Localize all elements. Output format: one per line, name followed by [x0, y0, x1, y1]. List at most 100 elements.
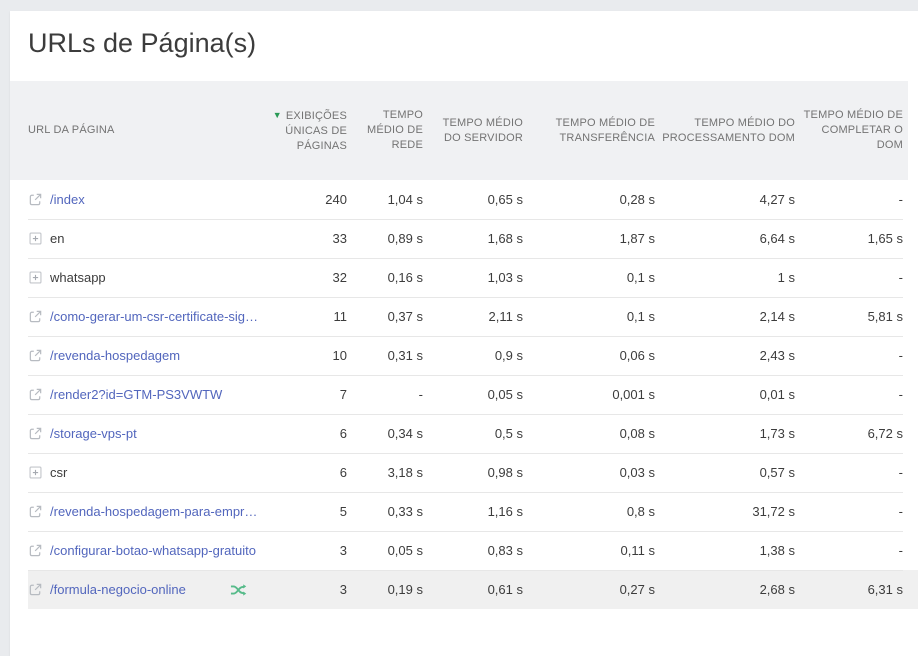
- table-row: /como-gerar-um-csr-certificate-sig… 11 0,3…: [28, 296, 903, 336]
- external-link-icon[interactable]: [28, 309, 43, 324]
- cell-avg-network-time: 0,34 s: [347, 413, 423, 453]
- cell-avg-network-time: -: [347, 374, 423, 414]
- table-row: /formula-negocio-online 3 0,19 s 0,61 s 0,27…: [28, 569, 903, 609]
- cell-avg-transfer-time: 1,87 s: [523, 218, 655, 258]
- column-header-label: TEMPO MÉDIO DO SERVIDOR: [442, 116, 523, 144]
- page-url-text: whatsapp: [50, 270, 106, 285]
- cell-avg-transfer-time: 0,11 s: [523, 530, 655, 570]
- table-row: /index 240 1,04 s 0,65 s 0,28 s 4,27 s -: [28, 180, 903, 219]
- cell-avg-dom-complete-time: 6,31 s: [795, 569, 903, 609]
- cell-avg-server-time: 0,5 s: [423, 413, 523, 453]
- cell-page-url: whatsapp: [28, 257, 260, 297]
- cell-avg-server-time: 0,98 s: [423, 452, 523, 492]
- sort-desc-icon: ▼: [272, 109, 282, 120]
- cell-avg-dom-processing-time: 4,27 s: [759, 191, 795, 207]
- external-link-icon[interactable]: [28, 387, 43, 402]
- column-header-label: TEMPO MÉDIO DE TRANSFERÊNCIA: [555, 116, 655, 144]
- external-link-icon[interactable]: [28, 348, 43, 363]
- external-link-icon[interactable]: [28, 504, 43, 519]
- cell-avg-dom-complete-time: -: [795, 452, 903, 492]
- expand-plus-icon[interactable]: [28, 465, 43, 480]
- external-link-icon[interactable]: [28, 543, 43, 558]
- cell-unique-pageviews: 10: [260, 335, 347, 375]
- cell-avg-server-time: 2,11 s: [423, 296, 523, 336]
- page-url-link[interactable]: /como-gerar-um-csr-certificate-sig…: [50, 309, 259, 324]
- cell-avg-dom-processing-time: 1,73 s: [655, 413, 795, 453]
- cell-avg-dom-processing-time: 6,64 s: [655, 218, 795, 258]
- page-title: URLs de Página(s): [28, 28, 257, 58]
- cell-avg-dom-complete-time: -: [795, 257, 903, 297]
- pages-table-wrap: URL DA PÁGINA ▼ EXIBIÇÕES ÚNICAS DE PÁGINA…: [10, 81, 918, 609]
- cell-unique-pageviews: 6: [260, 452, 347, 492]
- cell-avg-transfer-time: 0,1 s: [523, 257, 655, 297]
- expand-plus-icon[interactable]: [28, 270, 43, 285]
- cell-unique-pageviews: 3: [260, 530, 347, 570]
- cell-page-url: /revenda-hospedagem: [28, 335, 260, 375]
- page-url-link[interactable]: /storage-vps-pt: [50, 426, 137, 441]
- table-row: csr 6 3,18 s 0,98 s 0,03 s 0,57 s-: [28, 452, 903, 492]
- cell-unique-pageviews: 3: [260, 569, 347, 609]
- table-row: /render2?id=GTM-PS3VWTW 7-0,05 s 0,001 s 0,…: [28, 374, 903, 414]
- cell-page-url: /render2?id=GTM-PS3VWTW: [28, 374, 260, 414]
- cell-page-url: csr: [28, 452, 260, 492]
- page-url-link[interactable]: /formula-negocio-online: [50, 582, 186, 598]
- cell-avg-transfer-time: 0,03 s: [523, 452, 655, 492]
- table-row: /revenda-hospedagem 10 0,31 s 0,9 s 0,06 s 2,…: [28, 335, 903, 375]
- cell-avg-transfer-time: 0,1 s: [523, 296, 655, 336]
- shuffle-icon[interactable]: [230, 583, 247, 597]
- column-header-label: TEMPO MÉDIO DE COMPLETAR O DOM: [803, 109, 903, 151]
- cell-unique-pageviews: 5: [260, 491, 347, 531]
- column-header-unique-pageviews[interactable]: ▼ EXIBIÇÕES ÚNICAS DE PÁGINAS: [260, 81, 347, 180]
- cell-unique-pageviews: 32: [260, 257, 347, 297]
- external-link-icon[interactable]: [28, 426, 43, 441]
- cell-avg-dom-complete-time: 6,72 s: [795, 413, 903, 453]
- column-header-avg-dom-processing-time[interactable]: TEMPO MÉDIO DO PROCESSAMENTO DOM: [655, 81, 795, 180]
- page-url-link[interactable]: /revenda-hospedagem: [50, 348, 181, 363]
- cell-unique-pageviews: 7: [260, 374, 347, 414]
- cell-page-url: /storage-vps-pt: [28, 413, 260, 453]
- cell-avg-network-time: 3,18 s: [347, 452, 423, 492]
- cell-avg-network-time: 0,31 s: [347, 335, 423, 375]
- column-header-avg-dom-complete-time[interactable]: TEMPO MÉDIO DE COMPLETAR O DOM: [795, 81, 903, 180]
- expand-plus-icon[interactable]: [28, 231, 43, 246]
- cell-avg-dom-complete-time: 5,81 s: [795, 296, 903, 336]
- page-url-text: csr: [50, 465, 68, 480]
- cell-avg-dom-processing-time: 1,38 s: [655, 530, 795, 570]
- column-header-avg-server-time[interactable]: TEMPO MÉDIO DO SERVIDOR: [423, 81, 523, 180]
- cell-avg-network-time: 0,33 s: [347, 491, 423, 531]
- pages-table: URL DA PÁGINA ▼ EXIBIÇÕES ÚNICAS DE PÁGINA…: [28, 81, 903, 609]
- external-link-icon[interactable]: [28, 582, 43, 597]
- cell-avg-transfer-time: 0,08 s: [523, 413, 655, 453]
- cell-page-url: /index: [28, 180, 260, 219]
- cell-avg-dom-processing-time: 0,01 s: [655, 374, 795, 414]
- column-header-label: EXIBIÇÕES ÚNICAS DE PÁGINAS: [285, 109, 347, 152]
- cell-avg-server-time: 0,65 s: [487, 191, 523, 207]
- page-url-text: en: [50, 231, 65, 246]
- column-header-avg-network-time[interactable]: TEMPO MÉDIO DE REDE: [347, 81, 423, 180]
- cell-avg-dom-processing-time: 31,72 s: [655, 491, 795, 531]
- column-header-avg-transfer-time[interactable]: TEMPO MÉDIO DE TRANSFERÊNCIA: [523, 81, 655, 180]
- column-header-page-url[interactable]: URL DA PÁGINA: [28, 81, 260, 180]
- cell-avg-dom-processing-time: 2,14 s: [655, 296, 795, 336]
- cell-avg-server-time: 1,16 s: [423, 491, 523, 531]
- cell-avg-transfer-time: 0,001 s: [523, 374, 655, 414]
- cell-avg-server-time: 0,61 s: [423, 569, 523, 609]
- external-link-icon[interactable]: [28, 192, 43, 207]
- page-url-link[interactable]: /revenda-hospedagem-para-empr…: [50, 504, 258, 519]
- cell-unique-pageviews: 240: [325, 191, 347, 207]
- cell-avg-server-time: 0,83 s: [423, 530, 523, 570]
- cell-avg-network-time: 0,89 s: [347, 218, 423, 258]
- cell-unique-pageviews: 6: [260, 413, 347, 453]
- page-url-link[interactable]: /index: [50, 191, 85, 207]
- cell-unique-pageviews: 11: [260, 296, 347, 336]
- page-url-link[interactable]: /render2?id=GTM-PS3VWTW: [50, 387, 223, 402]
- cell-avg-transfer-time: 0,06 s: [523, 335, 655, 375]
- page-url-link[interactable]: /configurar-botao-whatsapp-gratuito: [50, 543, 256, 558]
- cell-avg-dom-complete-time: -: [795, 530, 903, 570]
- cell-avg-dom-processing-time: 1 s: [655, 257, 795, 297]
- table-row: en 33 0,89 s 1,68 s 1,87 s 6,64 s 1,65 s: [28, 218, 903, 258]
- cell-page-url: en: [28, 218, 260, 258]
- report-card: URLs de Página(s) URL DA PÁGINA ▼ EXIBIÇÕE…: [10, 11, 918, 656]
- cell-avg-server-time: 1,03 s: [423, 257, 523, 297]
